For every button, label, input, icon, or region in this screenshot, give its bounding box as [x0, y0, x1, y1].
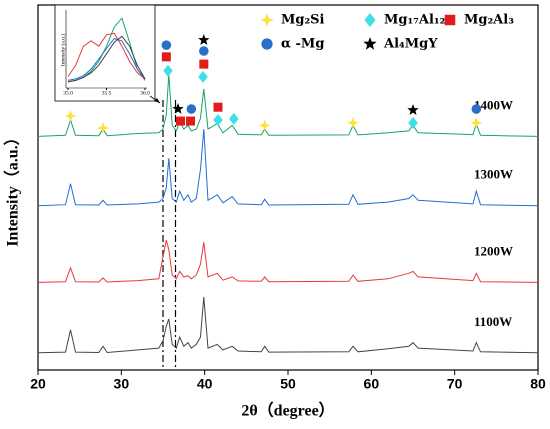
spectrum-line: [37, 296, 539, 354]
x-tick-label: 60: [364, 376, 380, 392]
spectrum-line: [67, 38, 146, 81]
phase-marker: [364, 13, 376, 27]
phase-marker: [199, 46, 209, 56]
x-tick-label: 40: [197, 376, 213, 392]
phase-marker: [163, 64, 173, 77]
phase-marker: [186, 116, 195, 126]
phase-marker: [186, 104, 197, 114]
phase-marker: [161, 52, 171, 62]
series-label: 1300W: [474, 167, 513, 182]
phase-marker: [470, 116, 483, 129]
spectrum-line: [37, 74, 539, 137]
phase-marker: [260, 13, 274, 27]
x-tick-label: 36.0: [140, 90, 150, 96]
series-label: 1200W: [474, 243, 513, 258]
x-tick-label: 20: [30, 376, 46, 392]
legend-label: α -Mg: [281, 37, 324, 52]
x-tick-label: 30: [114, 376, 130, 392]
inset-frame: [54, 4, 156, 102]
x-tick-label: 50: [280, 376, 296, 392]
phase-marker: [213, 113, 223, 126]
series-label: 1100W: [474, 314, 512, 329]
phase-marker: [471, 104, 482, 114]
legend-label: Al₄MgY: [383, 37, 438, 52]
x-axis-title: 2θ（degree）: [241, 402, 334, 420]
phase-marker: [64, 110, 77, 122]
phase-marker: [347, 116, 359, 129]
spectrum-line: [67, 32, 146, 80]
phase-marker: [258, 119, 271, 132]
legend-label: Mg₁₇Al₁₂: [384, 13, 445, 28]
phase-marker: [444, 14, 456, 26]
spectrum-line: [37, 239, 539, 283]
spectrum-line: [67, 35, 146, 83]
inset-arrow-head: [154, 98, 160, 103]
spectrum-line: [37, 129, 539, 207]
phase-marker: [172, 103, 184, 114]
legend-label: Mg₂Si: [281, 13, 325, 28]
phase-marker: [199, 59, 209, 69]
phase-marker: [213, 102, 223, 112]
phase-marker: [198, 70, 208, 83]
phase-marker: [161, 40, 172, 50]
phase-marker: [97, 122, 109, 134]
y-axis-title: Intensity（a.u.）: [4, 129, 22, 246]
x-tick-label: 35.5: [102, 90, 112, 96]
x-tick-label: 70: [447, 376, 463, 392]
phase-marker: [363, 37, 377, 50]
legend-label: Mg₂Al₃: [464, 13, 514, 28]
phase-marker: [407, 104, 419, 115]
phase-marker: [261, 38, 273, 50]
x-tick-label: 35.0: [63, 90, 73, 96]
phase-marker: [176, 116, 185, 126]
inset-y-title: Intensity (a.u.): [59, 34, 66, 66]
phase-marker: [198, 34, 210, 45]
phase-marker: [408, 116, 418, 129]
x-tick-label: 80: [530, 376, 546, 392]
series-label: 1400W: [474, 97, 513, 112]
phase-marker: [229, 112, 239, 125]
